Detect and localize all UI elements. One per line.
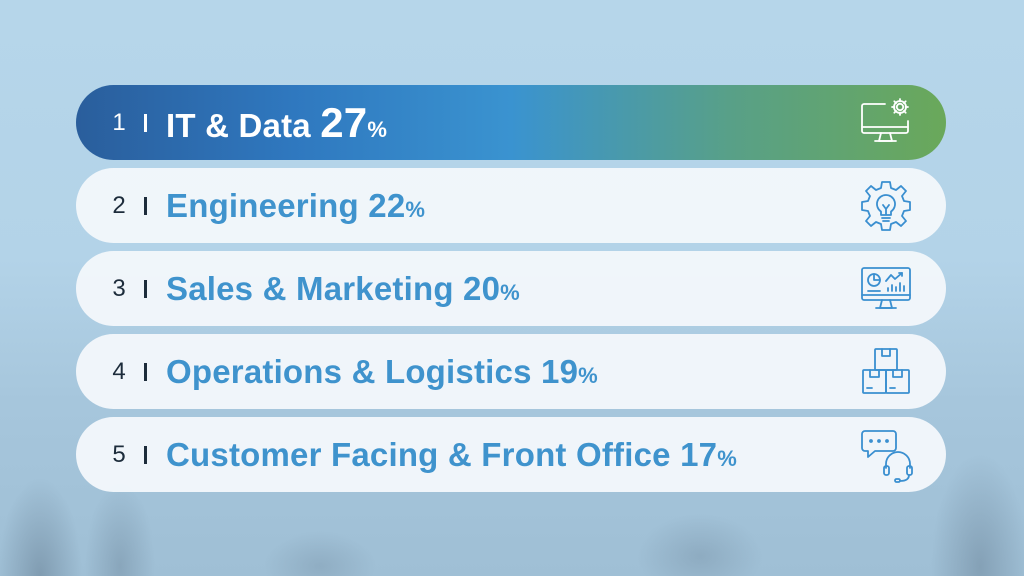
percent-sign: %: [717, 445, 737, 471]
percentage-value: 20: [463, 269, 501, 307]
rank-number: 1: [112, 108, 126, 136]
department-name: Customer Facing & Front Office: [166, 435, 671, 473]
rank-separator: [144, 445, 147, 464]
monitor-analytics-icon: [858, 261, 914, 317]
list-item-sales-marketing: 3 Sales & Marketing 20%: [76, 251, 946, 326]
rank-number: 3: [112, 274, 126, 302]
percentage-value: 22: [368, 186, 406, 224]
department-label: Engineering 22%: [166, 187, 425, 225]
list-item-it-data: 1 IT & Data 27%: [76, 85, 946, 160]
department-name: Engineering: [166, 186, 359, 224]
rank-number: 4: [112, 357, 126, 385]
list-item-customer-facing: 5 Customer Facing & Front Office 17%: [76, 417, 946, 492]
rank-separator: [144, 196, 147, 215]
list-item-engineering: 2 Engineering 22%: [76, 168, 946, 243]
stacked-boxes-icon: [858, 344, 914, 400]
department-label: IT & Data 27%: [166, 99, 387, 147]
department-label: Customer Facing & Front Office 17%: [166, 436, 737, 474]
chat-headset-icon: [858, 427, 914, 483]
percentage-value: 17: [680, 435, 718, 473]
rank-number: 2: [112, 191, 126, 219]
department-name: IT & Data: [166, 106, 311, 144]
percentage-value: 27: [320, 98, 368, 146]
rank-number: 5: [112, 440, 126, 468]
percent-sign: %: [578, 362, 598, 388]
department-ranking-list: 1 IT & Data 27% 2 Engineering 22%: [76, 85, 946, 500]
percent-sign: %: [500, 279, 520, 305]
percent-sign: %: [367, 116, 388, 142]
rank-separator: [144, 279, 147, 298]
percent-sign: %: [405, 196, 426, 222]
department-label: Operations & Logistics 19%: [166, 353, 598, 391]
department-name: Operations & Logistics: [166, 352, 532, 390]
rank-separator: [144, 362, 147, 381]
department-label: Sales & Marketing 20%: [166, 270, 520, 308]
gear-lightbulb-icon: [858, 178, 914, 234]
monitor-gear-icon: [858, 95, 914, 151]
list-item-operations-logistics: 4 Operations & Logistics 19%: [76, 334, 946, 409]
rank-separator: [144, 113, 147, 132]
percentage-value: 19: [541, 352, 579, 390]
department-name: Sales & Marketing: [166, 269, 454, 307]
